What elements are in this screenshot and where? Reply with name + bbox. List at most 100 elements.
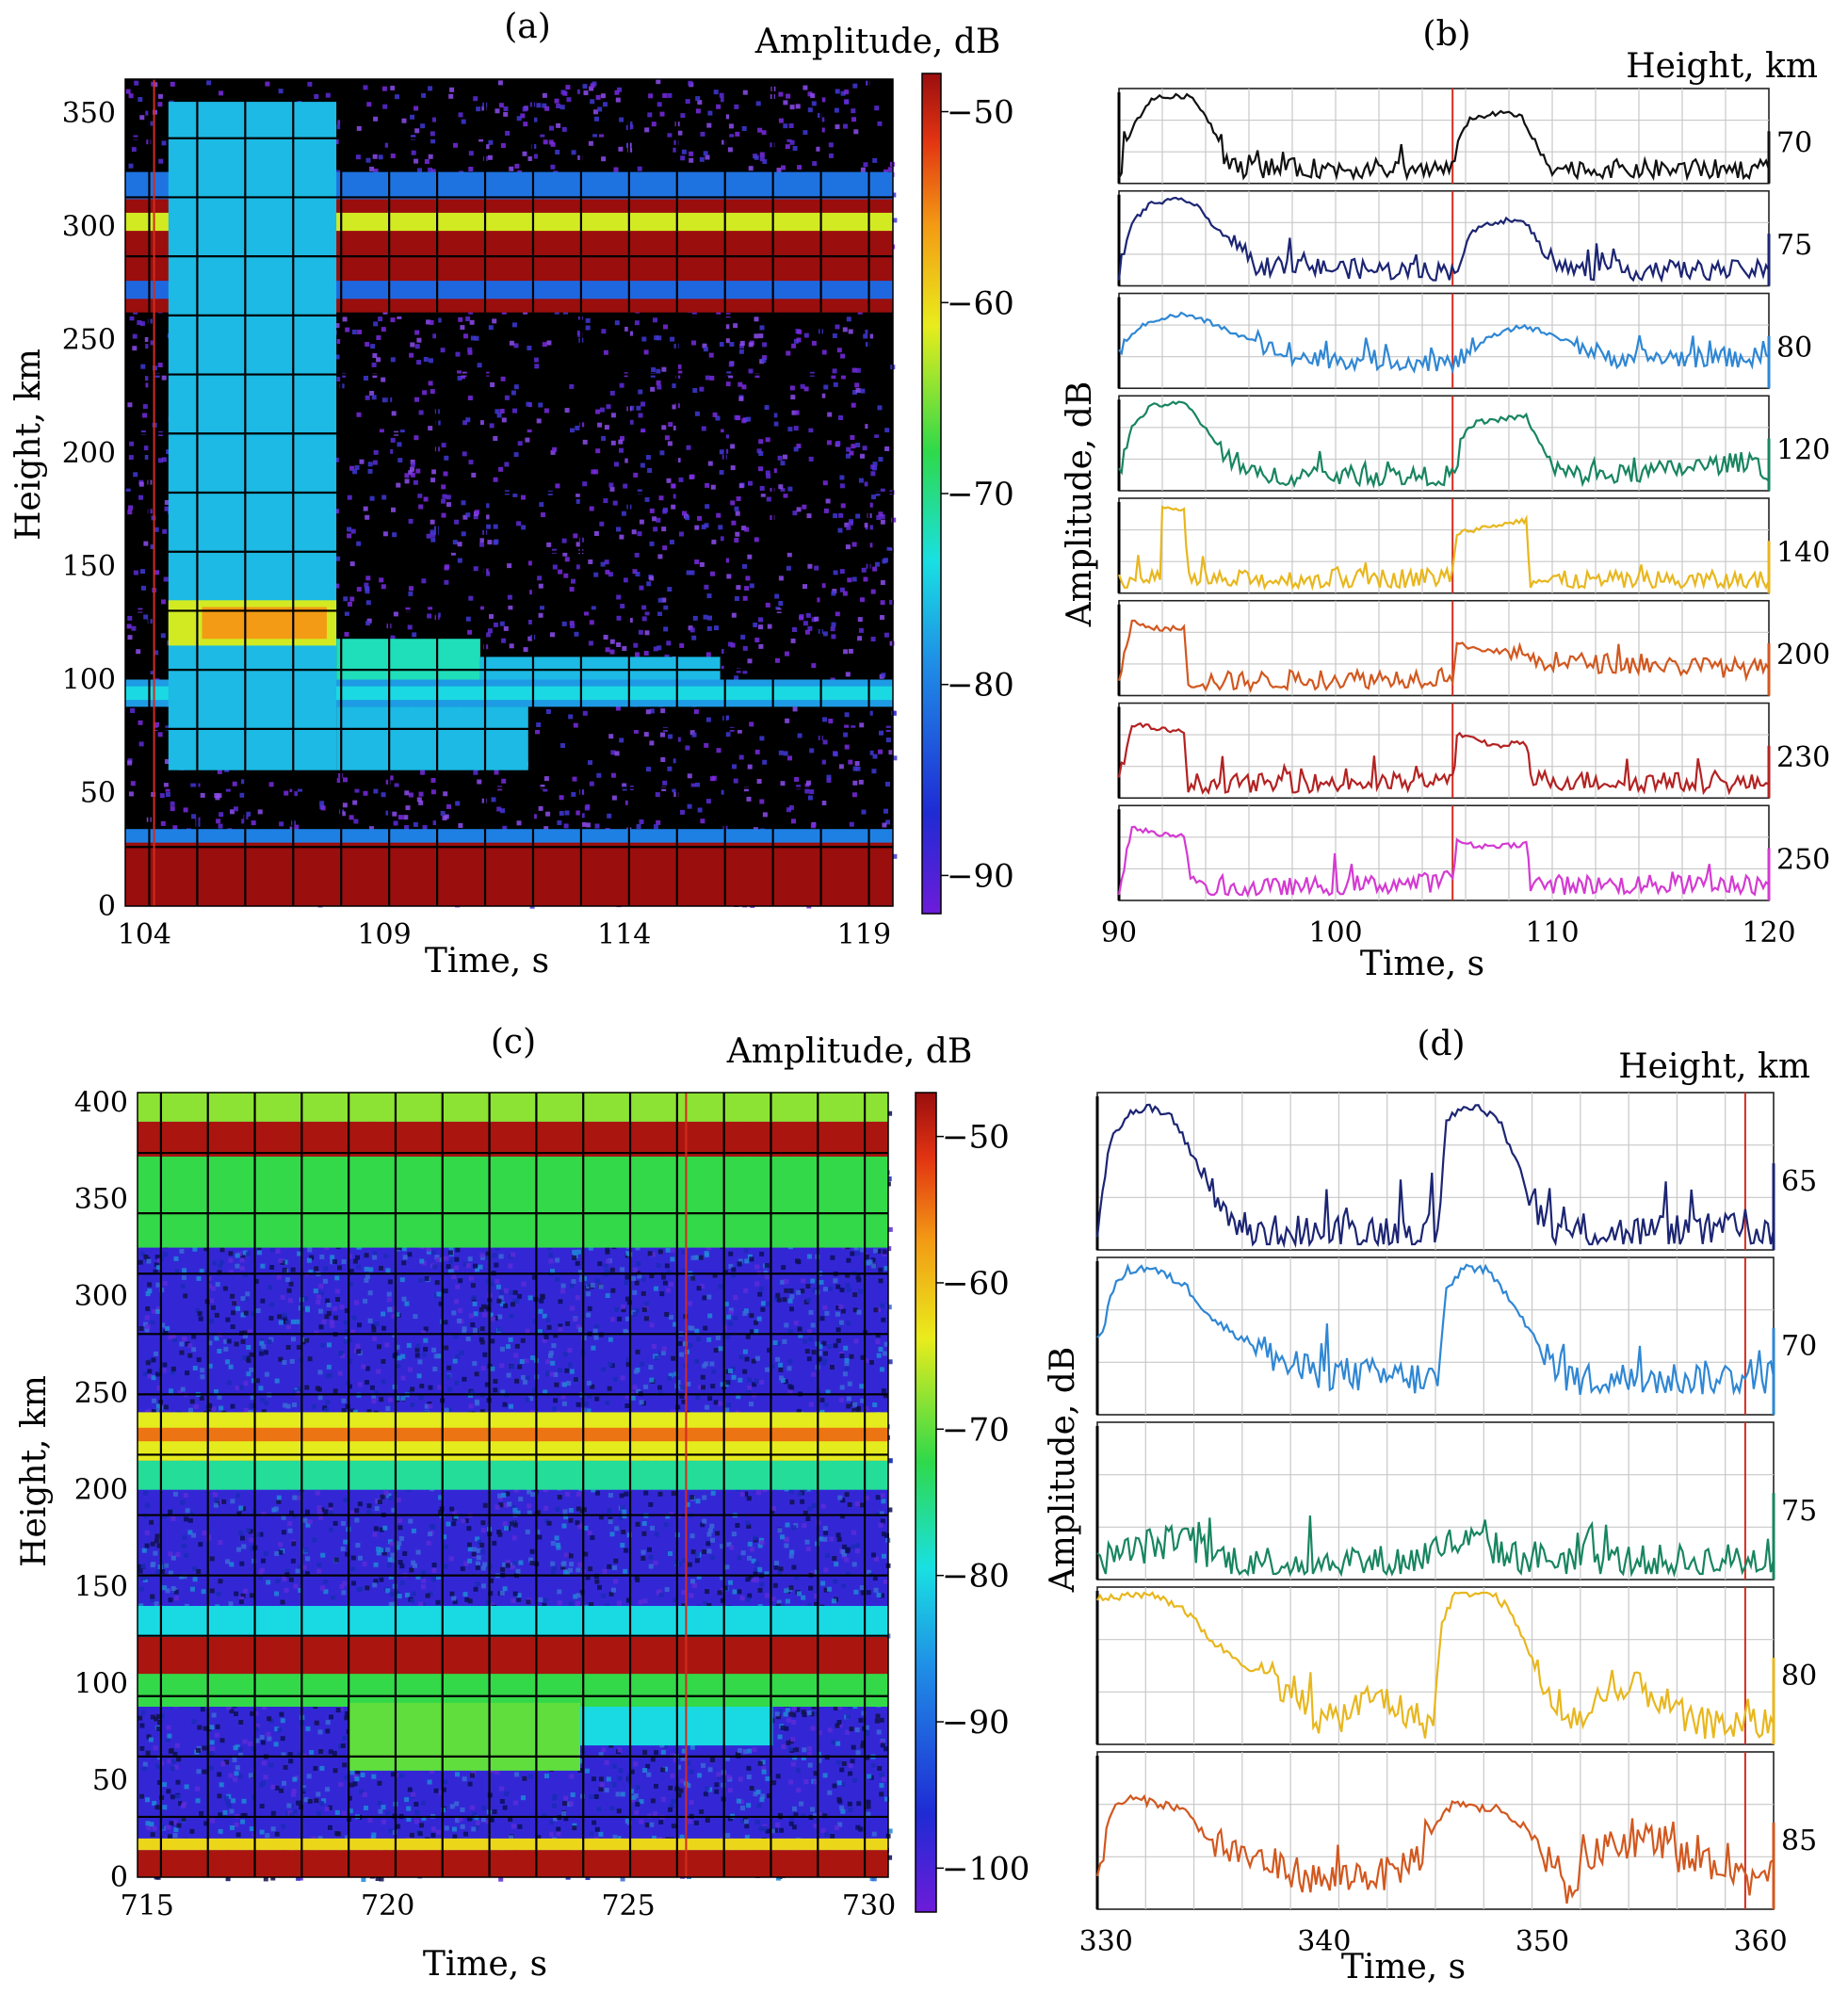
series-label-200: 200 (1776, 639, 1830, 672)
y-tick-label: 200 (62, 437, 116, 470)
strip-frame (1118, 189, 1770, 287)
heatmap-band (202, 607, 327, 640)
panel-a-x-axis-label: Time, s (425, 942, 549, 981)
series-label-250: 250 (1776, 844, 1830, 877)
series-label-70: 70 (1776, 126, 1812, 159)
strip-75: 75 (1095, 1421, 1817, 1580)
series-line-120 (1118, 400, 1770, 490)
panel-c-y-ticks: 0 50 100 150 200 250 300 350 400 (74, 1086, 128, 1894)
panel-d-y-axis-label: Amplitude, dB (1044, 1347, 1082, 1594)
series-line-80 (1096, 1591, 1775, 1740)
heatmap-band (336, 639, 480, 680)
series-line-70 (1096, 1262, 1775, 1396)
strip-frame (1118, 804, 1770, 901)
panel-c-y-axis-label: Height, km (15, 1375, 54, 1567)
series-label-75: 75 (1776, 229, 1812, 262)
x-tick-label: 119 (837, 918, 891, 951)
y-tick-label: 50 (80, 777, 116, 810)
y-tick-label: 250 (74, 1377, 128, 1410)
panel-c-x-ticks: 715 720 725 730 (121, 1889, 897, 1922)
heatmap-band (138, 1838, 888, 1851)
heatmap-band (138, 1606, 888, 1637)
heatmap-band (125, 829, 893, 843)
panel-b-label: (b) (1422, 15, 1470, 54)
heatmap-band (125, 837, 893, 906)
x-tick-label: 100 (1308, 916, 1362, 949)
series-label-230: 230 (1776, 741, 1830, 774)
y-tick-label: 150 (74, 1570, 128, 1603)
x-tick-label: 340 (1297, 1925, 1351, 1958)
series-label-75: 75 (1781, 1495, 1817, 1528)
x-tick-label: 350 (1516, 1925, 1569, 1958)
strip-grid (1097, 1257, 1774, 1415)
panel-a-y-ticks: 0 50 100 150 200 250 300 350 (62, 97, 116, 923)
panel-c-colorbar-label: Amplitude, dB (726, 1032, 973, 1071)
x-tick-label: 725 (601, 1889, 655, 1922)
series-line-230 (1117, 721, 1770, 796)
x-tick-label: 730 (842, 1889, 896, 1922)
strip-80: 80 (1095, 1586, 1817, 1745)
heatmap-band (138, 1156, 888, 1248)
heatmap-band (336, 706, 528, 770)
series-line-250 (1117, 825, 1770, 898)
strip-grid (1097, 1587, 1774, 1744)
series-line-75 (1117, 196, 1770, 284)
panel-b: (b) Height, km Amplitude, dB 70 75 80 120 14… (1061, 15, 1830, 983)
heatmap-band (138, 1093, 888, 1122)
heatmap-band (479, 656, 721, 680)
strip-70: 70 (1095, 1256, 1817, 1416)
colorbar-tick-label: −80 (947, 667, 1014, 705)
series-line-85 (1095, 1793, 1775, 1905)
panel-d-x-axis-label: Time, s (1341, 1948, 1466, 1986)
x-tick-label: 720 (361, 1889, 414, 1922)
panel-a-label: (a) (504, 8, 551, 46)
y-tick-label: 200 (74, 1474, 128, 1507)
strip-65: 65 (1095, 1092, 1817, 1251)
series-line-65 (1095, 1103, 1775, 1249)
series-label-70: 70 (1781, 1330, 1817, 1363)
heatmap-band (138, 1637, 888, 1675)
series-label-140: 140 (1776, 536, 1830, 569)
panel-a-heatmap (124, 78, 898, 909)
x-tick-label: 110 (1525, 916, 1579, 949)
panel-c-colorbar (915, 1092, 937, 1913)
heatmap-band (138, 1460, 888, 1490)
panel-c-label: (c) (491, 1023, 536, 1062)
panel-d-label: (d) (1417, 1025, 1465, 1063)
strip-70: 70 (1117, 88, 1812, 185)
y-tick-label: 150 (62, 550, 116, 583)
x-tick-label: 114 (597, 918, 651, 951)
panel-a-colorbar (921, 73, 942, 915)
strip-frame (1118, 292, 1770, 390)
heatmap-band (138, 1427, 888, 1442)
heatmap-frame (124, 78, 894, 907)
heatmap-band (349, 1702, 580, 1771)
panel-b-x-ticks: 90 100 110 120 (1101, 916, 1796, 949)
series-label-85: 85 (1781, 1824, 1817, 1857)
colorbar-tick-label: −100 (942, 1850, 1029, 1888)
panel-b-strips: 70 75 80 120 140 200 230 250 (1117, 88, 1830, 901)
strip-75: 75 (1117, 189, 1812, 287)
y-tick-label: 300 (74, 1280, 128, 1313)
strip-200: 200 (1117, 599, 1830, 697)
heatmap-grid (125, 79, 893, 906)
strip-80: 80 (1117, 292, 1812, 390)
x-tick-label: 715 (121, 1889, 174, 1922)
panel-d-series-title: Height, km (1618, 1047, 1810, 1086)
strip-230: 230 (1117, 702, 1830, 800)
heatmap-band (138, 1674, 888, 1707)
heatmap-band (138, 1850, 888, 1877)
colorbar-tick-label: −70 (947, 476, 1014, 513)
heatmap-frame (137, 1092, 889, 1878)
y-tick-label: 50 (92, 1764, 128, 1797)
y-tick-label: 350 (62, 97, 116, 130)
heatmap-grid (138, 1093, 888, 1877)
y-tick-label: 0 (110, 1861, 128, 1894)
strip-grid (1119, 396, 1769, 491)
series-line-70 (1118, 92, 1771, 182)
panel-c-x-axis-label: Time, s (423, 1945, 547, 1984)
x-tick-label: 120 (1742, 916, 1795, 949)
strip-grid (1119, 89, 1769, 184)
x-tick-label: 109 (357, 918, 411, 951)
